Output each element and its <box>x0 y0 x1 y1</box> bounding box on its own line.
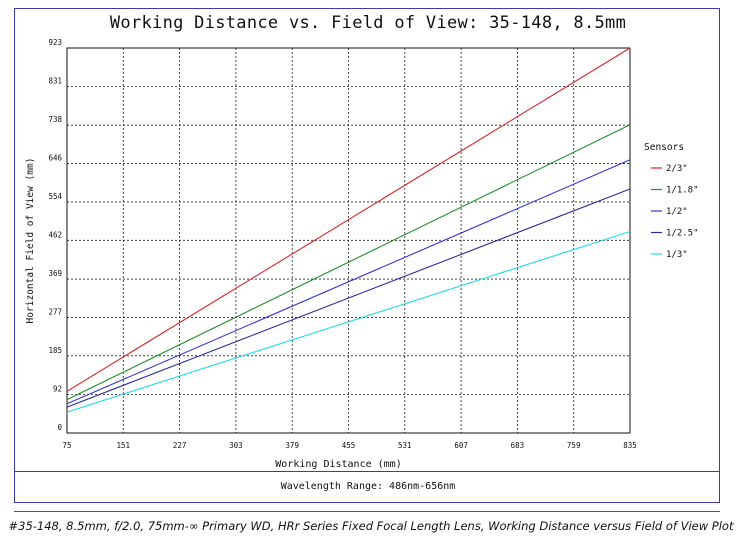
legend-label: 1/2.5" <box>666 229 699 239</box>
wavelength-range: Wavelength Range: 486nm-656nm <box>280 481 456 492</box>
legend-label: 1/2" <box>666 207 688 217</box>
x-tick-label: 683 <box>511 441 525 450</box>
series-line <box>66 159 631 405</box>
x-tick-label: 759 <box>567 441 581 450</box>
y-tick-label: 646 <box>48 154 62 163</box>
chart-frame: Working Distance vs. Field of View: 35-1… <box>14 8 720 503</box>
plot-border <box>66 47 631 434</box>
y-tick-label: 277 <box>48 307 62 316</box>
footer-divider <box>15 471 719 472</box>
y-tick-label: 462 <box>48 230 62 239</box>
legend-title: Sensors <box>644 142 684 153</box>
plot-area: 75 151 227 303 379 455 531 607 683 759 835 0 92 185 27… <box>25 38 699 470</box>
y-tick-label: 185 <box>48 346 62 355</box>
x-tick-label: 607 <box>454 441 468 450</box>
legend-label: 2/3" <box>666 164 688 174</box>
x-tick-label: 531 <box>398 441 412 450</box>
chart-title: Working Distance vs. Field of View: 35-1… <box>109 13 627 33</box>
x-tick-label: 151 <box>117 441 131 450</box>
y-tick-label: 0 <box>57 423 62 432</box>
y-tick-label: 92 <box>53 385 62 394</box>
x-tick-label: 303 <box>229 441 243 450</box>
series-line <box>66 124 631 401</box>
series-line <box>66 231 631 413</box>
caption-divider <box>14 511 720 512</box>
y-tick-label: 738 <box>48 115 62 124</box>
y-tick-label: 923 <box>48 38 62 47</box>
y-axis-label: Horizontal Field of View (mm) <box>25 158 36 324</box>
x-tick-label: 455 <box>342 441 356 450</box>
series-line <box>66 47 631 392</box>
figure-caption: #35-148, 8.5mm, f/2.0, 75mm-∞ Primary WD… <box>8 519 734 533</box>
series-line <box>66 188 631 408</box>
y-tick-label: 831 <box>48 76 62 85</box>
legend-label: 1/1.8" <box>666 186 699 196</box>
x-tick-label: 835 <box>623 441 637 450</box>
x-tick-label: 75 <box>62 441 71 450</box>
x-tick-label: 379 <box>285 441 299 450</box>
x-axis-label: Working Distance (mm) <box>275 459 401 470</box>
x-tick-label: 227 <box>173 441 187 450</box>
legend-label: 1/3" <box>666 250 688 260</box>
y-tick-label: 369 <box>48 269 62 278</box>
y-tick-label: 554 <box>48 192 62 201</box>
